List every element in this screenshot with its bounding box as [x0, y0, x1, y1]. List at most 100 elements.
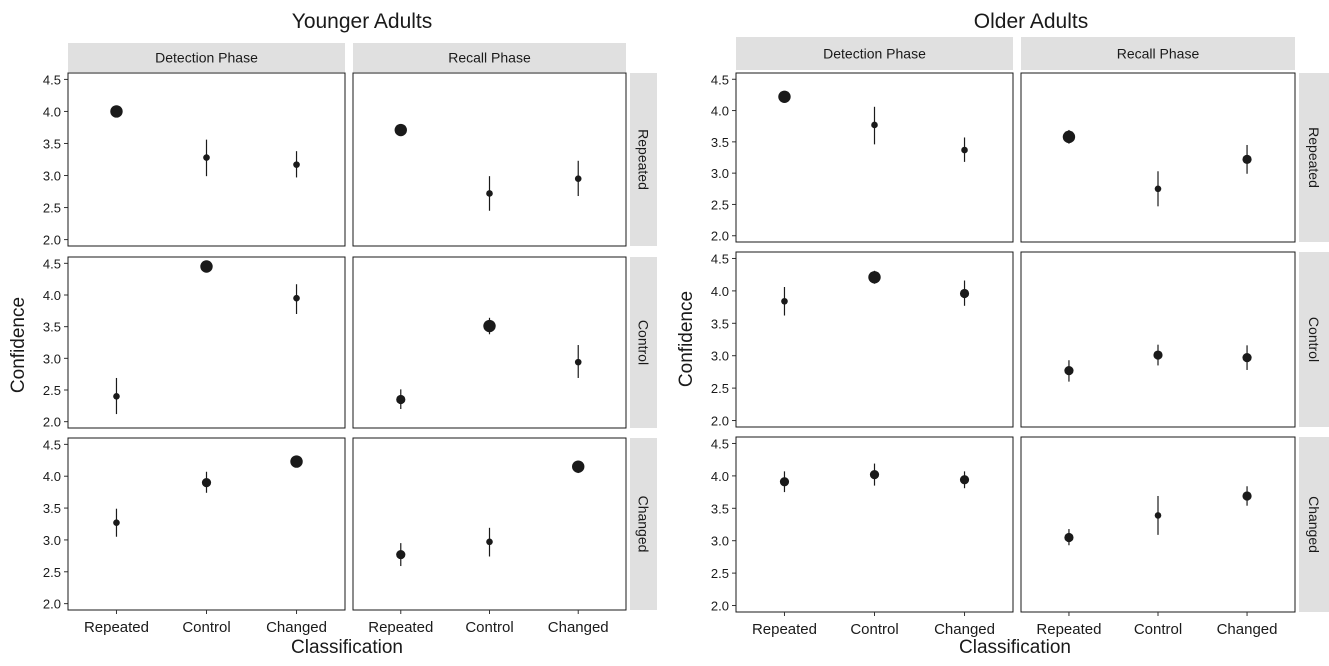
- row-strip-label: Control: [636, 320, 652, 365]
- panel: [67, 256, 346, 429]
- data-point: [1062, 130, 1076, 144]
- panel: [735, 436, 1014, 613]
- y-tick-label: 3.5: [43, 501, 61, 516]
- row-strip: [630, 73, 657, 246]
- row-strip-label: Repeated: [636, 129, 652, 190]
- data-point: [572, 460, 585, 473]
- data-point: [574, 175, 582, 183]
- x-tick-label: Changed: [548, 619, 609, 636]
- x-tick-label: Control: [850, 621, 898, 638]
- data-point: [396, 549, 406, 560]
- y-tick-label: 2.0: [711, 599, 729, 614]
- y-tick-label: 2.5: [43, 383, 61, 398]
- column-strip: [353, 43, 626, 72]
- column-strip-label: Recall Phase: [448, 50, 531, 66]
- column-strip: [736, 37, 1013, 70]
- y-tick-label: 3.5: [43, 320, 61, 335]
- y-tick-label: 3.0: [43, 533, 61, 548]
- column-strip: [68, 43, 345, 72]
- x-tick-label: Control: [465, 619, 513, 636]
- y-tick-label: 2.5: [711, 566, 729, 581]
- row-strip: [630, 257, 657, 428]
- x-tick-label: Changed: [1217, 621, 1278, 638]
- row-strip-label: Changed: [636, 496, 652, 553]
- data-point: [778, 90, 791, 103]
- data-point: [959, 475, 970, 485]
- y-tick-label: 2.0: [43, 415, 61, 430]
- y-tick-label: 2.5: [711, 197, 729, 212]
- data-point: [394, 123, 407, 137]
- x-tick-label: Changed: [934, 621, 995, 638]
- panel: [1020, 72, 1296, 243]
- x-tick-label: Control: [1134, 621, 1182, 638]
- data-point: [486, 538, 493, 546]
- y-tick-label: 3.0: [711, 534, 729, 549]
- data-point: [869, 469, 880, 480]
- x-axis-title: Classification: [959, 637, 1071, 658]
- y-tick-label: 2.5: [43, 201, 61, 216]
- y-tick-label: 4.0: [43, 104, 61, 119]
- y-axis-title: Confidence: [8, 297, 29, 393]
- data-point: [1064, 532, 1074, 543]
- group-title: Younger Adults: [292, 10, 433, 33]
- data-point: [1153, 350, 1163, 360]
- y-tick-label: 3.0: [711, 166, 729, 181]
- x-tick-label: Repeated: [1036, 621, 1101, 638]
- y-tick-label: 4.0: [711, 284, 729, 299]
- y-tick-label: 3.5: [711, 135, 729, 150]
- panel: [735, 72, 1014, 243]
- column-strip: [1021, 37, 1295, 70]
- y-tick-label: 2.5: [711, 381, 729, 396]
- data-point: [779, 477, 790, 487]
- data-point: [1064, 366, 1074, 376]
- data-point: [293, 294, 300, 302]
- x-tick-label: Changed: [266, 619, 327, 636]
- y-tick-label: 4.0: [43, 288, 61, 303]
- panel: [735, 251, 1014, 428]
- data-point: [868, 271, 881, 284]
- row-strip: [1299, 437, 1329, 612]
- x-tick-label: Repeated: [752, 621, 817, 638]
- data-point: [200, 260, 213, 273]
- x-tick-label: Control: [182, 619, 230, 636]
- row-strip-label: Changed: [1306, 496, 1322, 553]
- panel: [67, 437, 346, 611]
- y-tick-label: 3.5: [711, 501, 729, 516]
- y-tick-label: 2.0: [43, 233, 61, 248]
- y-tick-label: 2.0: [711, 229, 729, 244]
- panel: [352, 72, 627, 247]
- data-point: [1242, 154, 1252, 164]
- y-tick-label: 4.5: [711, 72, 729, 87]
- data-point: [203, 154, 210, 161]
- group-title: Older Adults: [974, 10, 1088, 33]
- x-tick-label: Repeated: [368, 619, 433, 636]
- data-point: [293, 161, 300, 168]
- data-point: [781, 297, 788, 305]
- row-strip: [630, 438, 657, 610]
- x-tick-label: Repeated: [84, 619, 149, 636]
- panel: [352, 256, 627, 429]
- data-point: [113, 393, 120, 400]
- y-tick-label: 2.5: [43, 565, 61, 580]
- x-axis-title: Classification: [291, 637, 403, 658]
- data-point: [486, 190, 493, 197]
- y-tick-label: 3.0: [43, 351, 61, 366]
- y-tick-label: 4.0: [711, 469, 729, 484]
- y-tick-label: 4.5: [711, 251, 729, 266]
- data-point: [959, 288, 970, 299]
- row-strip: [1299, 252, 1329, 427]
- column-strip-label: Recall Phase: [1117, 46, 1200, 62]
- data-point: [1154, 185, 1162, 193]
- y-tick-label: 4.5: [711, 436, 729, 451]
- data-point: [1242, 491, 1252, 501]
- data-point: [1154, 512, 1162, 519]
- row-strip: [1299, 73, 1329, 242]
- data-point: [483, 319, 496, 333]
- y-tick-label: 3.5: [711, 316, 729, 331]
- y-tick-label: 3.0: [43, 169, 61, 184]
- y-tick-label: 2.0: [711, 414, 729, 429]
- row-strip-label: Control: [1306, 317, 1322, 362]
- data-point: [201, 477, 212, 488]
